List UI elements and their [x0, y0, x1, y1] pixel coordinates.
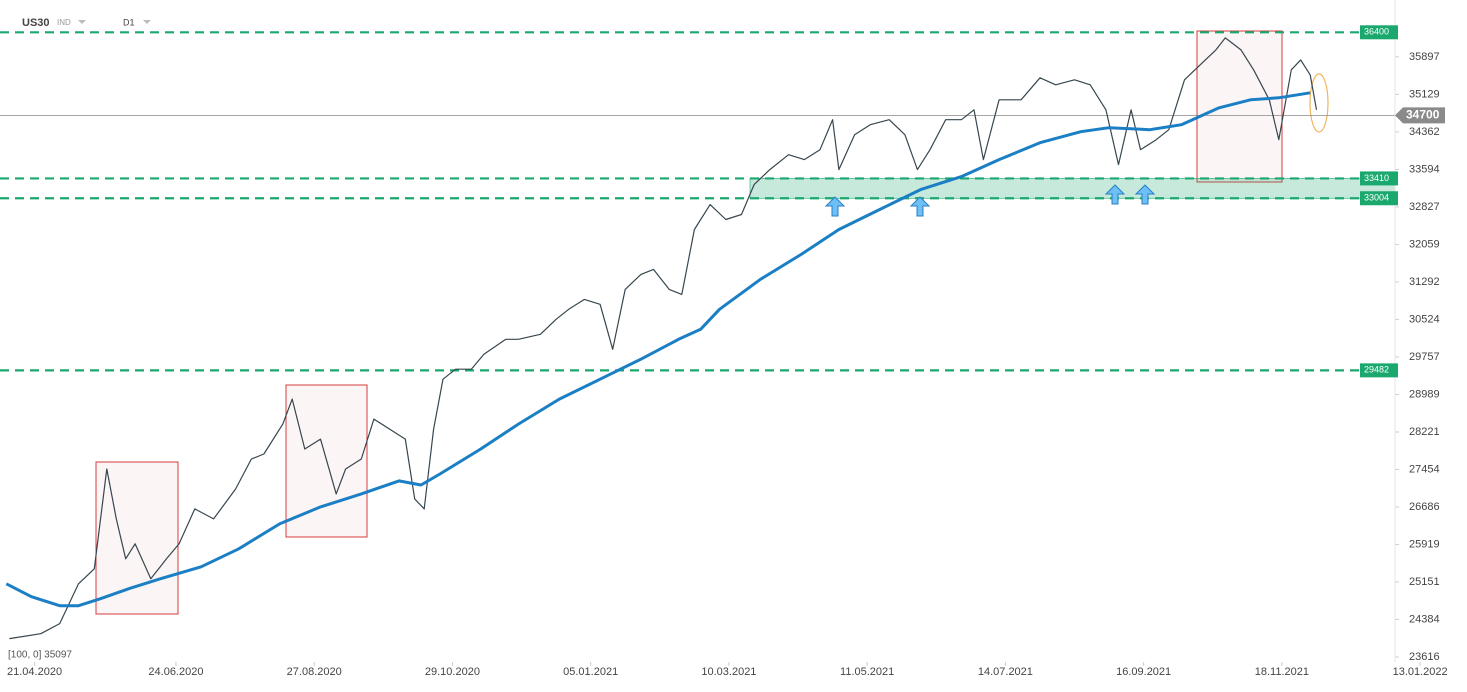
x-tick-label: 21.04.2020 — [7, 666, 62, 678]
level-label-bg — [1360, 191, 1398, 206]
level-label-bg — [1360, 25, 1398, 40]
arrow-up — [909, 196, 931, 217]
interval[interactable]: D1 — [123, 17, 135, 27]
market[interactable]: IND — [57, 18, 71, 27]
y-tick-label: 24384 — [1409, 613, 1440, 625]
level-label: 29482 — [1364, 365, 1389, 375]
y-tick-label: 35129 — [1409, 88, 1440, 100]
highlight-box — [1196, 30, 1283, 183]
x-tick-label: 05.01.2021 — [563, 666, 618, 678]
x-tick-label: 29.10.2020 — [425, 666, 480, 678]
plot-area — [0, 31, 1396, 640]
arrow-up — [1134, 184, 1156, 205]
y-tick-label: 32827 — [1409, 201, 1440, 213]
y-tick-label: 25919 — [1409, 538, 1440, 550]
y-tick-label: 35897 — [1409, 51, 1440, 63]
x-tick-label: 18.11.2021 — [1255, 666, 1309, 678]
y-tick-label: 25151 — [1409, 576, 1440, 588]
x-tick-label: 16.09.2021 — [1116, 666, 1171, 678]
y-tick-label: 28221 — [1409, 426, 1440, 438]
arrows — [824, 184, 1156, 217]
highlight-box — [95, 461, 179, 615]
x-tick-label: 24.06.2020 — [148, 666, 203, 678]
level-label: 36400 — [1364, 27, 1389, 37]
y-tick-label: 32059 — [1409, 238, 1440, 250]
y-tick-label: 23616 — [1409, 651, 1440, 663]
price-line — [5, 91, 1311, 608]
indicator-label: [100, 0] 35097 — [8, 650, 72, 661]
y-tick-label: 33594 — [1409, 163, 1440, 175]
level-label-bg — [1360, 363, 1398, 378]
x-tick-label: 27.08.2020 — [287, 666, 342, 678]
level-label-bg — [1360, 171, 1398, 186]
dropdown-icon[interactable] — [78, 20, 86, 24]
current-price-label: 34700 — [1406, 108, 1440, 122]
arrow-up — [1104, 184, 1126, 205]
x-tick-label: 11.05.2021 — [840, 666, 894, 678]
y-tick-label: 30524 — [1409, 313, 1440, 325]
x-tick-label: 10.03.2021 — [701, 666, 756, 678]
level-label: 33410 — [1364, 173, 1389, 183]
y-tick-label: 26686 — [1409, 501, 1440, 513]
current-price-tag — [1395, 107, 1445, 124]
y-tick-label: 31292 — [1409, 276, 1440, 288]
dropdown-icon[interactable] — [143, 20, 151, 24]
level-label: 33004 — [1364, 193, 1389, 203]
x-tick-label: 13.01.2022 — [1393, 666, 1448, 678]
arrow-up — [824, 196, 846, 217]
y-tick-label: 27454 — [1409, 463, 1440, 475]
y-tick-label: 28989 — [1409, 388, 1440, 400]
x-tick-label: 14.07.2021 — [978, 666, 1033, 678]
highlight-ellipse — [1309, 73, 1329, 133]
symbol[interactable]: US30 — [22, 17, 50, 29]
y-tick-label: 29757 — [1409, 351, 1440, 363]
y-tick-label: 34362 — [1409, 126, 1440, 138]
zone-boxes — [95, 30, 1329, 615]
support-zone — [749, 178, 1396, 199]
price-line — [9, 37, 1318, 640]
